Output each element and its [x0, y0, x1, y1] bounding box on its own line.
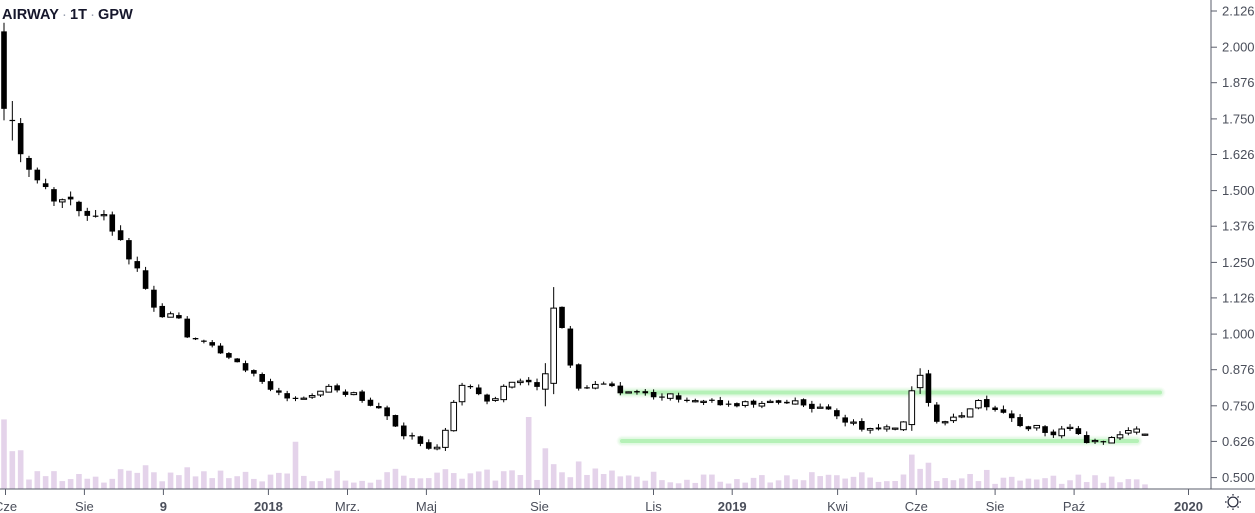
svg-text:Sie: Sie [986, 499, 1005, 513]
svg-text:Maj: Maj [416, 499, 437, 513]
svg-text:0.750: 0.750 [1222, 398, 1255, 413]
svg-text:0.626: 0.626 [1222, 434, 1255, 449]
svg-text:9: 9 [160, 499, 167, 513]
svg-text:2.126: 2.126 [1222, 4, 1255, 19]
svg-text:Mrz.: Mrz. [335, 499, 360, 513]
svg-text:1.000: 1.000 [1222, 327, 1255, 342]
svg-text:2020: 2020 [1174, 499, 1203, 513]
svg-text:0.500: 0.500 [1222, 470, 1255, 485]
svg-text:1.126: 1.126 [1222, 290, 1255, 305]
svg-text:Kwi: Kwi [827, 499, 848, 513]
svg-text:1.500: 1.500 [1222, 183, 1255, 198]
svg-text:1.626: 1.626 [1222, 147, 1255, 162]
svg-text:2019: 2019 [718, 499, 747, 513]
svg-text:0.876: 0.876 [1222, 362, 1255, 377]
svg-text:2018: 2018 [254, 499, 283, 513]
svg-text:1.750: 1.750 [1222, 111, 1255, 126]
svg-text:Lis: Lis [645, 499, 662, 513]
svg-text:Cze: Cze [905, 499, 928, 513]
svg-text:Sie: Sie [75, 499, 94, 513]
svg-text:1.250: 1.250 [1222, 255, 1255, 270]
svg-text:2.000: 2.000 [1222, 40, 1255, 55]
svg-text:Cze: Cze [0, 499, 17, 513]
svg-text:Paź: Paź [1063, 499, 1085, 513]
svg-text:1.376: 1.376 [1222, 219, 1255, 234]
svg-text:Sie: Sie [530, 499, 549, 513]
svg-text:1.876: 1.876 [1222, 75, 1255, 90]
